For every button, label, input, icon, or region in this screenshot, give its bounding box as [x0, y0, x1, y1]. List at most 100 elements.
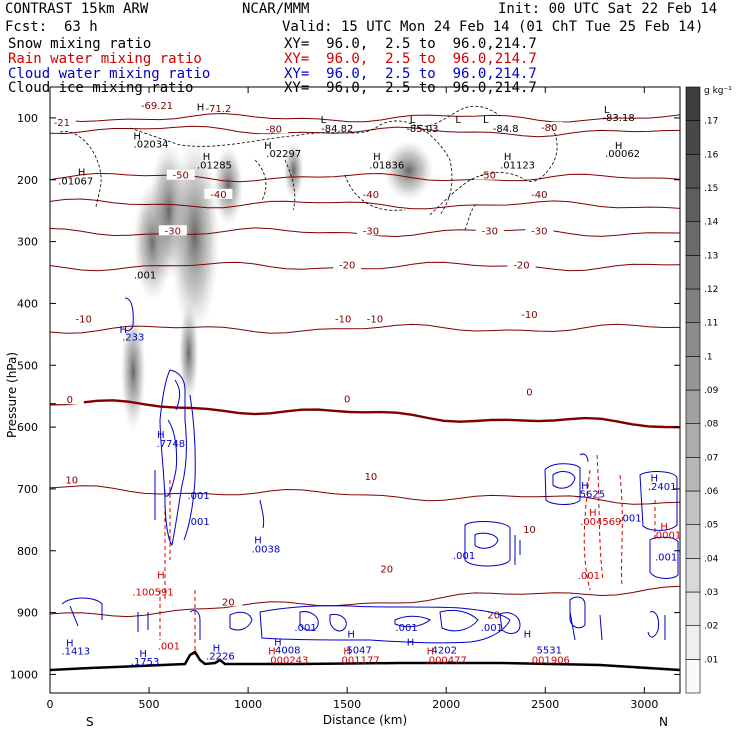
extremum-value-label: .001 — [395, 623, 417, 634]
contour-label-bg — [259, 123, 288, 134]
temperature-contour-label: -40 — [363, 190, 379, 201]
temperature-contour-label: -30 — [531, 226, 547, 237]
extremum-value-label: .001177 — [338, 655, 379, 666]
contour-label-bg — [50, 117, 76, 128]
high-marker: H — [133, 132, 141, 143]
field-xy-cloud-water: XY= 96.0, 2.5 to 96.0,214.7 — [284, 66, 537, 82]
contour-label-bg — [507, 259, 536, 270]
extremum-value-label: .100591 — [132, 587, 173, 598]
contour-label-bg — [525, 225, 554, 236]
field-xy-snow: XY= 96.0, 2.5 to 96.0,214.7 — [284, 36, 537, 52]
high-marker: H — [615, 141, 623, 152]
high-marker: H — [660, 522, 668, 533]
y-tick-label: 500 — [17, 359, 38, 372]
temperature-contour-label: -10 — [367, 315, 383, 326]
colorbar-band — [685, 120, 701, 155]
extremum-value-label: .1753 — [131, 657, 160, 668]
temperature-contour-label: -40 — [210, 190, 226, 201]
y-tick-label: 400 — [17, 297, 38, 310]
init-time: Init: 00 UTC Sat 22 Feb 14 — [498, 1, 718, 17]
mixing-ratio-shading — [283, 140, 304, 201]
temperature-contour-label: -30 — [363, 226, 379, 237]
colorbar-band — [685, 221, 701, 256]
contour-label-bg — [356, 188, 385, 199]
temperature-contour-label: -80 — [541, 123, 557, 134]
high-marker: H — [373, 152, 381, 163]
temperature-contour-label: -21 — [54, 118, 70, 129]
extremum-value-label: .00062 — [605, 149, 640, 160]
extremum-value-label: .001 — [158, 642, 180, 653]
extremum-value-label: -84.8 — [493, 124, 519, 135]
high-marker: H — [407, 637, 415, 648]
extremum-value-label: .01067 — [58, 177, 93, 188]
fcst-value: 63 h — [64, 19, 98, 35]
temperature-contour-label: 20 — [487, 610, 500, 621]
south-label: S — [86, 715, 94, 729]
extremum-value-label: .001 — [187, 491, 209, 502]
extremum-value-label: .0038 — [252, 545, 281, 556]
temperature-contour-label: 10 — [65, 476, 78, 487]
temperature-contour-label: -20 — [339, 260, 355, 271]
x-tick-label: 0 — [47, 698, 54, 711]
extremum-value-label: .2401 — [648, 482, 677, 493]
extremum-value-label: .004569 — [580, 517, 621, 528]
extremum-value-label: 5047 — [346, 645, 371, 656]
extremum-value-label: .001 — [481, 623, 503, 634]
colorbar-tick-label: .01 — [704, 655, 718, 665]
low-marker: L — [321, 115, 327, 126]
y-tick-label: 600 — [17, 421, 38, 434]
colorbar-band — [685, 625, 701, 660]
extremum-value-label: .001 — [655, 553, 677, 564]
extremum-value-label: .000243 — [267, 655, 308, 666]
contour-label-bg — [55, 394, 84, 405]
low-marker: L — [604, 105, 610, 116]
temperature-contour-label: -10 — [335, 315, 351, 326]
contour-label-bg — [204, 102, 233, 113]
colorbar-band — [685, 490, 701, 525]
colorbar-band — [685, 288, 701, 323]
y-tick-label: 100 — [17, 112, 38, 125]
temperature-contour-label: 10 — [523, 525, 536, 536]
field-name-rain: Rain water mixing ratio — [8, 51, 202, 67]
y-tick-label: 1000 — [10, 668, 38, 681]
extremum-value-label: .01123 — [500, 161, 535, 172]
low-marker: L — [455, 115, 461, 126]
mixing-ratio-shading — [178, 302, 199, 403]
contour-label-bg — [515, 523, 544, 534]
extremum-value-label: .00016 — [653, 530, 688, 541]
high-marker: H — [139, 649, 147, 660]
cloud-water-contour — [61, 297, 679, 644]
contour-label-bg — [475, 225, 504, 236]
temperature-contour — [50, 585, 680, 618]
mixing-ratio-shading — [383, 140, 434, 201]
high-marker: H — [581, 481, 589, 492]
high-marker: H — [203, 152, 211, 163]
contour-label-bg — [166, 169, 195, 180]
contour-label-bg — [69, 313, 98, 324]
low-marker: L — [410, 115, 416, 126]
contour-label-bg — [515, 308, 544, 319]
contour-label-bg — [535, 122, 564, 133]
high-marker: H — [589, 508, 597, 519]
model-title: CONTRAST 15km ARW — [5, 1, 149, 17]
colorbar-tick-label: .12 — [704, 285, 718, 295]
temperature-contour-label: -50 — [480, 171, 496, 182]
temperature-contour-label: 0 — [344, 395, 350, 406]
temperature-contour-label: -69.21 — [141, 101, 173, 112]
contour-label-bg — [333, 259, 362, 270]
extremum-value-label: .001906 — [529, 655, 570, 666]
colorbar-tick-label: .07 — [704, 453, 718, 463]
x-tick-label: 1000 — [234, 698, 262, 711]
extremum-value-label: .001 — [294, 623, 316, 634]
colorbar-band — [685, 255, 701, 290]
colorbar-tick-label: .16 — [704, 150, 719, 160]
contour-label-bg — [356, 225, 385, 236]
field-xy-rain: XY= 96.0, 2.5 to 96.0,214.7 — [284, 51, 537, 67]
extremum-value-label: .001 — [619, 514, 641, 525]
colorbar-tick-label: .1 — [704, 352, 713, 362]
extremum-value-label: .02034 — [134, 140, 169, 151]
colorbar-tick-label: .11 — [704, 319, 718, 329]
y-tick-label: 800 — [17, 545, 38, 558]
colorbar-tick-label: .15 — [704, 184, 718, 194]
extremum-value-label: .01285 — [197, 161, 232, 172]
